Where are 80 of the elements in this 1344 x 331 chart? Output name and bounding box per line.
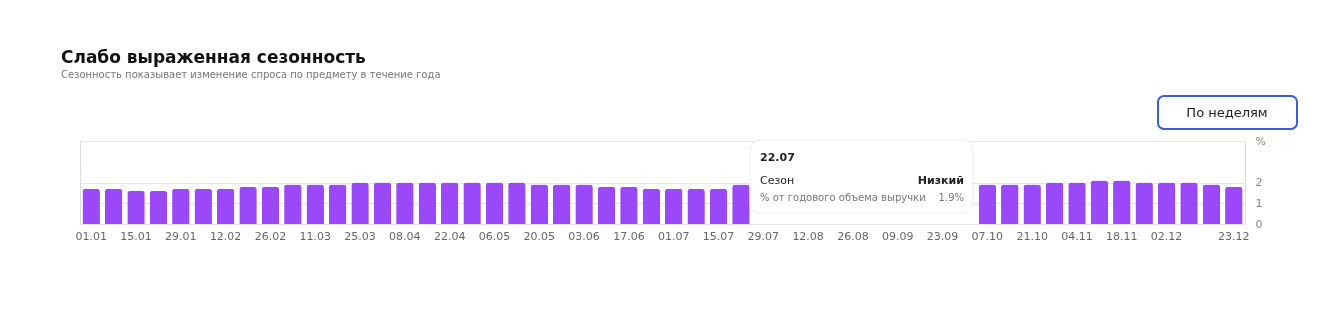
x-tick-label: 07.10 <box>971 229 1004 243</box>
bar <box>552 184 571 224</box>
y-tick-label: 2 <box>1255 176 1263 189</box>
bar <box>642 188 661 224</box>
chart-subtitle: Сезонность показывает изменение спроса по предмету в течение года <box>60 69 441 80</box>
x-tick-label: 25.03 <box>344 229 376 243</box>
x-tick-label: 02.12 <box>1150 229 1183 243</box>
bar <box>1180 182 1198 224</box>
x-tick-label: 11.03 <box>299 229 331 243</box>
bar <box>1225 186 1243 224</box>
x-tick-label: 17.06 <box>613 229 645 243</box>
bar <box>284 184 302 224</box>
annotation: 22.07 <box>760 151 795 164</box>
x-tick-label: 09.09 <box>881 229 914 243</box>
x-tick-label: 23.12 <box>1218 229 1250 243</box>
x-tick-label: 18.11 <box>1106 229 1138 243</box>
bar <box>1068 182 1086 224</box>
x-tick-label: 21.10 <box>1016 229 1048 243</box>
x-tick-label: 29.01 <box>165 229 197 243</box>
text: По неделям <box>1186 105 1268 120</box>
bar <box>440 182 459 224</box>
bar <box>1135 182 1153 224</box>
bar <box>328 184 347 224</box>
x-tick-label: 12.02 <box>209 229 242 243</box>
bar <box>709 188 728 224</box>
x-tick-label: 26.08 <box>837 229 869 243</box>
bar <box>1202 184 1221 224</box>
x-tick-label: 26.02 <box>254 229 287 243</box>
x-tick-label: 22.04 <box>433 229 466 243</box>
chart-title: Слабо выраженная сезонность <box>60 47 366 67</box>
bar <box>978 184 997 224</box>
x-tick-label: 04.11 <box>1061 229 1093 243</box>
bar <box>306 184 324 224</box>
x-tick-label: 01.01 <box>75 229 107 243</box>
bar <box>104 188 123 224</box>
y-tick-label: 0 <box>1255 217 1263 231</box>
bar <box>1113 180 1131 224</box>
bar <box>172 188 190 224</box>
bar <box>530 184 549 224</box>
annotation: Сезон <box>760 174 795 187</box>
bar <box>1090 180 1109 224</box>
bar <box>373 182 392 224</box>
bar <box>463 182 481 224</box>
x-tick-label: 01.07 <box>657 229 690 243</box>
bar <box>1001 184 1019 224</box>
x-tick-label: 12.08 <box>792 229 824 243</box>
bar <box>149 190 168 224</box>
x-tick-label: 06.05 <box>478 229 511 243</box>
x-tick-label: 03.06 <box>568 229 600 243</box>
bar <box>664 188 683 224</box>
bar <box>620 186 638 224</box>
annotation: 1.9% <box>938 192 964 203</box>
x-tick-label: 08.04 <box>389 229 421 243</box>
bar <box>508 182 526 224</box>
annotation: % от годового объема выручки <box>760 192 926 203</box>
bar <box>1045 182 1064 224</box>
bar <box>216 188 235 224</box>
bar <box>82 188 100 224</box>
bar <box>597 186 616 224</box>
bar <box>396 182 414 224</box>
bar <box>239 186 257 224</box>
bar <box>261 186 280 224</box>
bar <box>575 184 593 224</box>
x-tick-label: 15.07 <box>702 229 735 243</box>
x-tick-label: 20.05 <box>523 229 556 243</box>
bar <box>194 188 212 224</box>
bar <box>732 184 750 224</box>
x-tick-label: 15.01 <box>120 229 152 243</box>
y-tick-label: 1 <box>1255 196 1263 210</box>
bar <box>1023 184 1041 224</box>
bar <box>127 190 145 224</box>
x-tick-label: 23.09 <box>926 229 959 243</box>
bar <box>418 182 436 224</box>
bar <box>1157 182 1176 224</box>
bar <box>485 182 504 224</box>
y-tick-label: % <box>1255 134 1266 148</box>
bar <box>687 188 705 224</box>
x-tick-label: 29.07 <box>747 229 780 243</box>
bar <box>351 182 369 224</box>
annotation: Низкий <box>917 174 964 187</box>
